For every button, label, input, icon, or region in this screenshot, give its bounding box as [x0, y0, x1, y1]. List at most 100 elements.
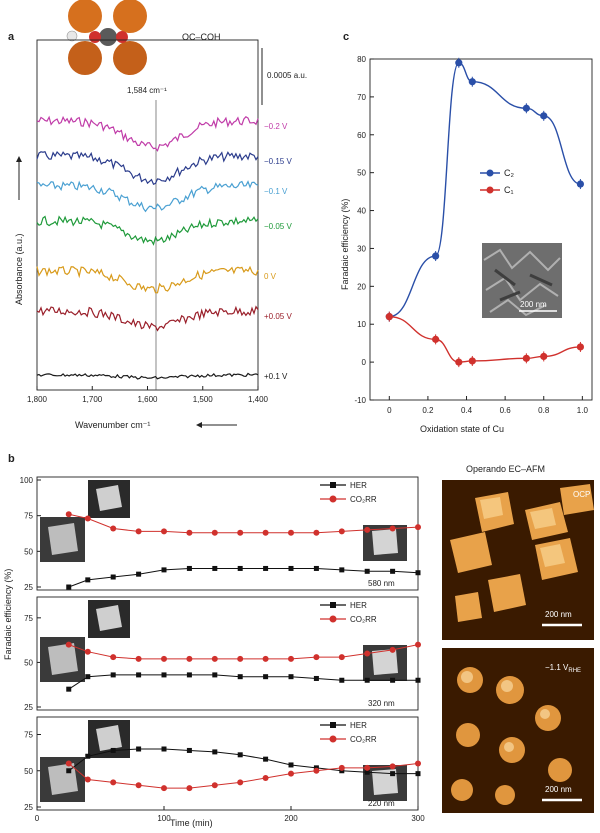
x-tick-label: 0	[387, 406, 392, 415]
data-point	[136, 746, 142, 752]
data-point	[455, 358, 463, 366]
x-tick-label: 0.4	[461, 406, 473, 415]
panel-a-y-title: Absorbance (a.u.)	[14, 233, 24, 305]
data-point	[338, 528, 345, 535]
data-point	[212, 565, 218, 571]
data-point	[237, 565, 243, 571]
y-tick-label: -10	[354, 396, 366, 405]
data-point	[313, 565, 319, 571]
legend-label: HER	[350, 721, 367, 730]
spectrum-line	[36, 180, 259, 213]
data-point	[390, 771, 396, 777]
y-tick-label: 75	[24, 731, 33, 740]
x-tick-label: 0.6	[500, 406, 512, 415]
spectrum-potential-label: 0 V	[264, 272, 277, 281]
legend-marker	[329, 735, 337, 743]
y-tick-label: 75	[24, 614, 33, 623]
spectrum-line	[36, 372, 259, 380]
panel-c-y-ticks: -10 0 10 20 30 40 50 60 70 80	[354, 55, 374, 405]
data-point	[186, 565, 192, 571]
data-point	[237, 674, 243, 680]
afm-image-ocp	[442, 480, 594, 640]
legend-label: CO₂RR	[350, 495, 377, 504]
y-tick-label: 80	[357, 55, 366, 64]
data-point	[136, 571, 142, 577]
data-point	[468, 78, 476, 86]
data-point	[85, 577, 91, 583]
data-point	[110, 654, 117, 661]
y-tick-label: 25	[24, 703, 33, 712]
data-point	[288, 565, 294, 571]
data-point	[390, 677, 396, 683]
data-point	[186, 655, 193, 662]
data-point	[432, 335, 440, 343]
data-point	[415, 524, 421, 531]
panel-c-x-title: Oxidation state of Cu	[420, 424, 504, 434]
spectrum-potential-label: −0.05 V	[264, 222, 292, 231]
nanocube-shape	[96, 725, 122, 751]
y-tick-label: 50	[24, 767, 33, 776]
data-point	[364, 526, 371, 533]
data-point	[540, 112, 548, 120]
data-point	[415, 641, 421, 648]
afm-image-biased	[442, 648, 594, 813]
y-tick-label: 20	[357, 282, 366, 291]
data-point	[364, 769, 370, 775]
legend-marker	[330, 482, 336, 488]
data-point	[161, 746, 167, 752]
peak-wavenumber-label: 1,584 cm⁻¹	[127, 86, 167, 95]
data-point	[364, 568, 370, 574]
data-point	[161, 672, 167, 678]
data-point	[186, 672, 192, 678]
panel-b-x-title: Time (min)	[170, 818, 213, 828]
data-point	[389, 646, 396, 653]
y-tick-label: 100	[20, 476, 34, 485]
data-point	[66, 584, 72, 590]
y-tick-label: 50	[357, 169, 366, 178]
data-point	[455, 59, 463, 67]
data-point	[110, 672, 116, 678]
x-tick-label: 200	[284, 814, 298, 823]
data-point	[65, 760, 72, 767]
data-point	[237, 655, 244, 662]
nanocube-shape	[372, 529, 398, 555]
nanocube-shape	[96, 605, 122, 631]
spectrum-line	[36, 265, 259, 294]
data-point	[110, 779, 117, 786]
panel-c-series	[385, 57, 585, 368]
panel-b-subplots: 25 50 75 100 580 nm HER CO₂RR 25 50 75 320 nm HER CO…	[20, 476, 426, 823]
spectrum-line	[36, 305, 259, 332]
panel-c-y-title: Faradaic efficiency (%)	[340, 199, 350, 290]
data-point	[186, 529, 193, 536]
subplot-frame	[36, 596, 419, 711]
data-point	[161, 528, 167, 535]
data-point	[262, 775, 269, 781]
data-point	[212, 672, 218, 678]
x-tick-label: 1,800	[27, 395, 48, 404]
data-point	[186, 785, 193, 792]
panel-a-letter: a	[8, 31, 15, 43]
data-point	[288, 762, 294, 768]
data-point	[415, 771, 421, 777]
panel-a-x-title: Wavenumber cm⁻¹	[75, 420, 150, 430]
data-point	[262, 655, 269, 662]
data-point	[237, 752, 243, 758]
nanocube-shape	[96, 485, 122, 511]
data-point	[65, 511, 72, 518]
data-point	[212, 749, 218, 755]
nanocube-shape	[48, 523, 78, 555]
data-point	[468, 357, 476, 365]
spectrum-potential-label: −0.2 V	[264, 122, 288, 131]
panel-a-series-labels: −0.2 V −0.15 V −0.1 V −0.05 V 0 V +0.05 V +0.1…	[264, 122, 292, 381]
data-point	[84, 648, 91, 655]
x-tick-label: 1,600	[137, 395, 158, 404]
data-point	[237, 779, 244, 786]
particle-size-label: 580 nm	[368, 579, 395, 588]
y-tick-label: 60	[357, 131, 366, 140]
data-point	[415, 677, 421, 683]
data-point	[263, 674, 269, 680]
data-point	[432, 252, 440, 260]
nanocube-shape	[372, 649, 398, 675]
data-point	[211, 655, 218, 662]
